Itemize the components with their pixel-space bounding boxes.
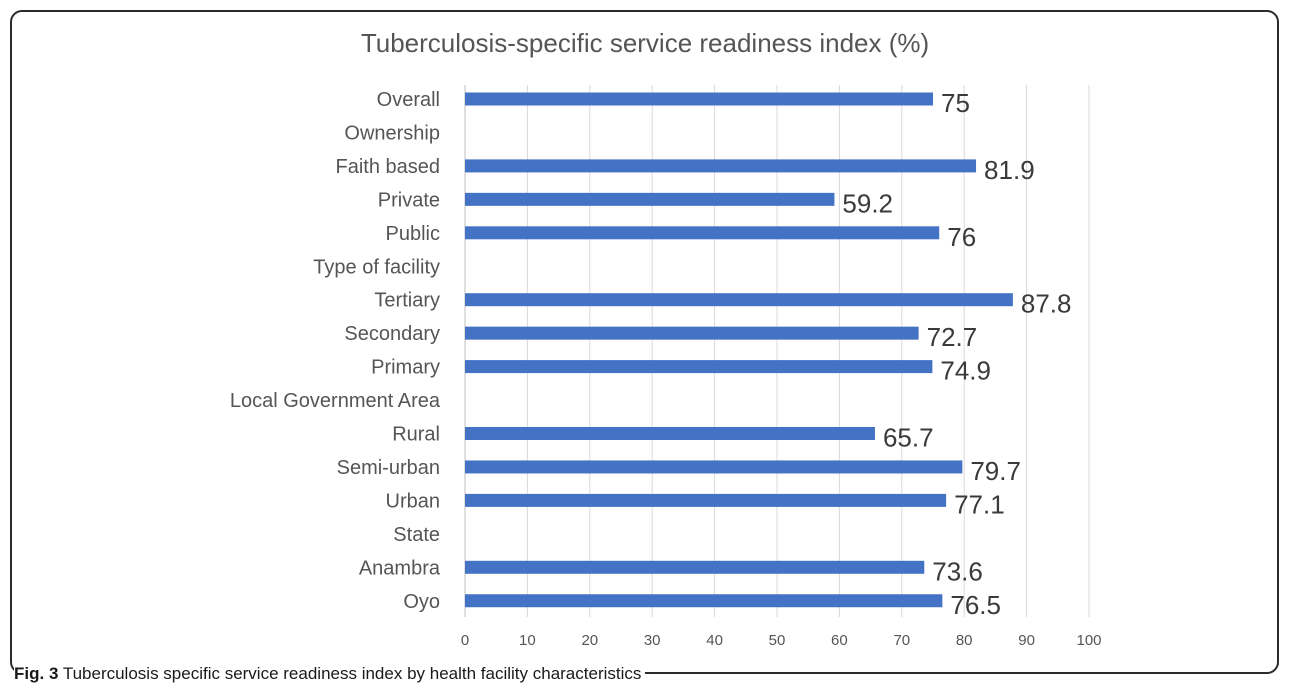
value-label: 81.9 — [984, 155, 1035, 185]
x-tick-label: 50 — [769, 632, 786, 649]
category-label: Faith based — [335, 156, 440, 178]
bar — [465, 192, 835, 206]
x-tick-label: 70 — [893, 632, 910, 649]
gridlines — [464, 85, 1090, 617]
category-labels: Overall Ownership Faith based Private Public… — [230, 89, 441, 613]
category-label: Secondary — [344, 323, 440, 345]
bars — [465, 92, 1013, 608]
caption-prefix: Fig. 3 — [14, 664, 59, 683]
value-label: 59.2 — [842, 188, 893, 218]
bar — [465, 460, 963, 474]
value-label: 77.1 — [954, 489, 1005, 519]
value-label: 76.5 — [950, 590, 1001, 620]
bar — [465, 493, 947, 507]
category-label: Type of facility — [313, 256, 440, 278]
category-label: Semi-urban — [337, 457, 440, 479]
x-tick-label: 90 — [1018, 632, 1035, 649]
bar — [465, 92, 933, 106]
bar — [465, 560, 925, 574]
chart-title: Tuberculosis-specific service readiness … — [361, 28, 929, 58]
category-label: Local Government Area — [230, 390, 441, 412]
caption-text: Tuberculosis specific service readiness … — [58, 664, 642, 683]
figure-caption: Fig. 3 Tuberculosis specific service rea… — [14, 664, 646, 684]
category-label: Oyo — [403, 591, 440, 613]
value-label: 73.6 — [932, 556, 983, 586]
x-tick-label: 60 — [831, 632, 848, 649]
x-tick-label: 30 — [644, 632, 661, 649]
bar — [465, 159, 977, 173]
category-label: Rural — [392, 424, 440, 446]
x-tick-label: 40 — [706, 632, 723, 649]
x-axis-tick-labels: 0 10 20 30 40 50 60 70 80 90 100 — [461, 632, 1102, 649]
x-tick-label: 80 — [956, 632, 973, 649]
bar — [465, 226, 940, 240]
category-label: State — [393, 524, 440, 546]
bar — [465, 326, 919, 340]
value-label: 87.8 — [1021, 289, 1072, 319]
category-label: Ownership — [344, 122, 440, 144]
bar — [465, 594, 943, 608]
category-label: Urban — [386, 490, 440, 512]
category-label: Overall — [377, 89, 440, 111]
value-labels: 75 81.9 59.2 76 87.8 72.7 74.9 65.7 79.777.1 73.6… — [842, 88, 1071, 620]
value-label: 79.7 — [970, 456, 1021, 486]
value-label: 76 — [947, 222, 976, 252]
x-tick-label: 100 — [1076, 632, 1101, 649]
value-label: 72.7 — [927, 322, 978, 352]
category-label: Public — [386, 223, 440, 245]
category-label: Anambra — [359, 557, 441, 579]
bar — [465, 427, 875, 440]
x-tick-label: 20 — [581, 632, 598, 649]
category-label: Tertiary — [374, 290, 440, 312]
value-label: 65.7 — [883, 423, 934, 453]
category-label: Primary — [371, 357, 440, 379]
x-tick-label: 0 — [461, 632, 469, 649]
value-label: 75 — [941, 88, 970, 118]
bar — [465, 293, 1013, 307]
bar — [465, 360, 933, 374]
value-label: 74.9 — [940, 356, 991, 386]
x-tick-label: 10 — [519, 632, 536, 649]
category-label: Private — [378, 189, 440, 211]
